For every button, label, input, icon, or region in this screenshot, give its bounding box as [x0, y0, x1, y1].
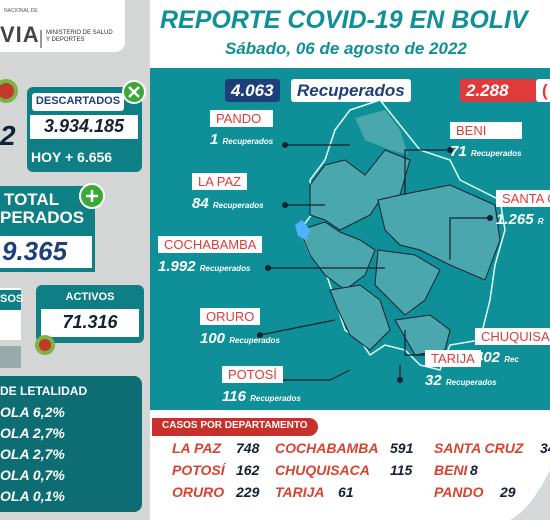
recuperados-label: Recuperados [291, 79, 411, 102]
report-date: Sábado, 06 de agosto de 2022 [225, 39, 467, 58]
activos-value: 71.316 [41, 309, 139, 337]
map-pando [355, 110, 408, 155]
map-label-chuquisaca: CHUQUISAC 402 Rec [475, 328, 550, 366]
total-value: 9.365 [0, 236, 92, 268]
virus-icon [0, 79, 18, 103]
map-label-potosi: POTOSÍ 116 Recuperados [222, 366, 301, 405]
map-label-cochabamba: COCHABAMBA 1.992 Recuperados [158, 236, 263, 275]
logo-small-text: NACIONAL DE [4, 8, 38, 14]
map-lake [295, 220, 310, 240]
map-southwest [329, 284, 391, 351]
activos-card: ACTIVOS 71.316 [36, 285, 144, 343]
casos-value: 229 [236, 484, 260, 500]
map-label-santa-cruz: SANTA C 1.265 R [496, 190, 550, 228]
leader-lines [259, 144, 490, 381]
casos-value: 591 [390, 440, 414, 456]
casos-value: 748 [236, 440, 260, 456]
logo-ministry: MINISTERIO DE SALUD Y DEPORTES [46, 30, 113, 43]
casos-value: 34 [540, 440, 550, 456]
casos-dept: BENI [434, 462, 468, 478]
map-center [374, 249, 441, 316]
map-label-beni: BENI 71 Recuperados [450, 122, 522, 160]
casos-dept: SANTA CRUZ [434, 440, 524, 456]
casos-dept: LA PAZ [172, 440, 221, 456]
descartados-hoy: HOY + 6.656 [31, 149, 113, 165]
plus-circle-icon [79, 183, 105, 209]
casos-dept: CHUQUISACA [275, 462, 370, 478]
map-label-la-paz: LA PAZ 84 Recuperados [192, 173, 264, 212]
casos-dept: ORURO [172, 484, 225, 500]
map-label-pando: PANDO 1 Recuperados [210, 110, 274, 148]
sos-label: SOS [0, 290, 23, 310]
corner-decoration [510, 470, 550, 520]
casos-dept: COCHABAMBA [275, 440, 379, 456]
report-title: REPORTE COVID-19 EN BOLIV [160, 6, 528, 34]
letalidad-row: OLA 6,2% [0, 404, 65, 420]
total-recuperados-card: TOTAL PERADOS 9.365 [0, 186, 95, 272]
letalidad-title: DE LETALIDAD [0, 384, 88, 398]
close-circle-icon [122, 80, 146, 104]
red-count: 2.288 [460, 79, 536, 102]
letalidad-row: OLA 2,7% [0, 425, 65, 441]
map-label-tarija: TARIJA 32 Recuperados [425, 350, 497, 389]
casos-title: CASOS POR DEPARTAMENTO [152, 418, 318, 436]
descartados-label: DESCARTADOS [32, 93, 124, 111]
casos-value: 162 [236, 462, 260, 478]
ministry-logo: NACIONAL DE VIA MINISTERIO DE SALUD Y DE… [0, 0, 125, 52]
letalidad-row: OLA 0,7% [0, 467, 65, 483]
left-panel: NACIONAL DE VIA MINISTERIO DE SALUD Y DE… [0, 0, 152, 520]
virus-icon [35, 335, 55, 355]
partial-left-value: 2 [0, 120, 16, 151]
main-panel: REPORTE COVID-19 EN BOLIV Sábado, 06 de … [150, 0, 550, 520]
casos-value: 115 [390, 462, 413, 478]
activos-label: ACTIVOS [65, 291, 115, 303]
logo-divider [40, 30, 42, 48]
map-east [377, 184, 501, 281]
logo-brand: VIA [0, 22, 40, 47]
casos-dept: POTOSÍ [172, 462, 225, 478]
letalidad-row: OLA 2,7% [0, 446, 65, 462]
total-label-2: PERADOS [0, 208, 85, 227]
map-label-oruro: ORURO 100 Recuperados [200, 308, 280, 347]
casos-dept: TARIJA [275, 484, 325, 500]
casos-value: 29 [500, 484, 516, 500]
bolivia-map [257, 99, 506, 383]
casos-value: 8 [470, 462, 478, 478]
casos-value: 61 [338, 484, 354, 500]
header-band [150, 0, 550, 68]
map-south [394, 314, 451, 356]
recuperados-count: 4.063 [225, 79, 280, 102]
descartados-card: DESCARTADOS 3.934.185 HOY + 6.656 [27, 87, 142, 172]
casos-dept: PANDO [434, 484, 484, 500]
letalidad-row: OLA 0,1% [0, 488, 65, 504]
map-west [299, 221, 376, 291]
descartados-value: 3.934.185 [30, 115, 138, 139]
red-partial: ( [536, 79, 550, 102]
letalidad-card: DE LETALIDAD OLA 6,2% OLA 2,7% OLA 2,7% … [0, 376, 142, 512]
total-label-1: TOTAL [4, 190, 60, 209]
